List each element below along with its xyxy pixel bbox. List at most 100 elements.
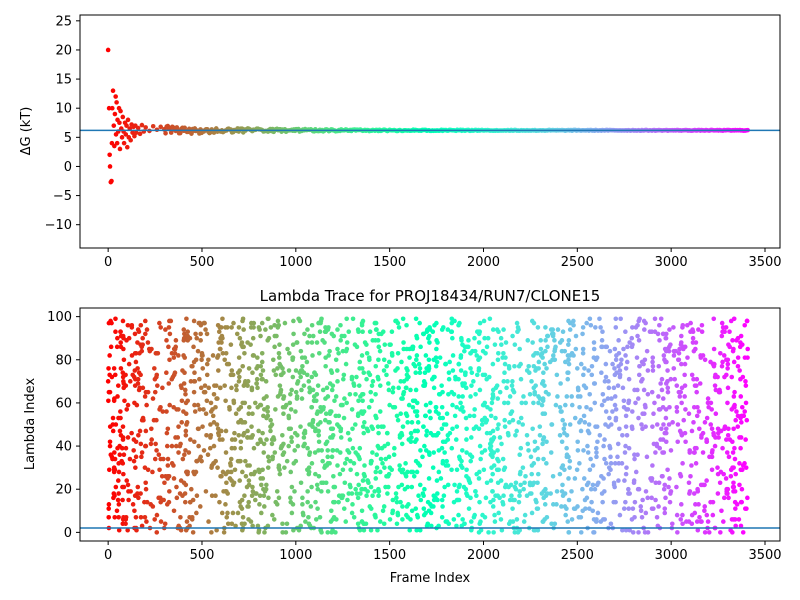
lambda-trace-point xyxy=(216,353,221,358)
lambda-trace-point xyxy=(541,456,546,462)
lambda-trace-point xyxy=(137,428,143,434)
lambda-trace-point xyxy=(593,519,599,524)
lambda-trace-point xyxy=(516,420,522,425)
lambda-trace-point xyxy=(533,497,538,503)
lambda-trace-point xyxy=(290,342,296,347)
lambda-trace-point xyxy=(294,396,300,401)
lambda-trace-point xyxy=(624,359,630,365)
lambda-trace-point xyxy=(327,348,332,354)
lambda-trace-point xyxy=(675,422,681,427)
lambda-trace-point xyxy=(686,480,692,486)
lambda-trace-point xyxy=(217,499,222,505)
lambda-trace-point xyxy=(241,344,246,350)
lambda-trace-point xyxy=(674,383,680,388)
lambda-trace-point xyxy=(266,495,271,501)
lambda-trace-point xyxy=(620,385,626,391)
lambda-trace-point xyxy=(590,508,596,514)
lambda-trace-point xyxy=(674,409,680,414)
lambda-trace-point xyxy=(370,450,375,455)
lambda-trace-point xyxy=(357,359,363,365)
lambda-trace-point xyxy=(191,344,196,350)
lambda-trace-point xyxy=(387,402,392,408)
lambda-trace-point xyxy=(355,452,360,458)
lambda-trace-point xyxy=(622,478,627,483)
lambda-trace-point xyxy=(185,329,191,335)
lambda-trace-point xyxy=(594,355,600,360)
delta-g-y-axis-label: ΔG (kT) xyxy=(19,107,34,156)
lambda-trace-point xyxy=(282,320,288,326)
lambda-trace-point xyxy=(564,445,569,451)
lambda-trace-point xyxy=(687,448,693,453)
lambda-trace-point xyxy=(236,407,242,412)
lambda-trace-point xyxy=(383,456,389,462)
lambda-trace-point xyxy=(674,404,680,410)
lambda-trace-point xyxy=(182,452,187,458)
lambda-trace-point xyxy=(559,465,565,470)
lambda-trace-point xyxy=(233,523,238,529)
lambda-trace-point xyxy=(449,316,455,322)
lambda-trace-point xyxy=(588,322,594,328)
lambda-trace-point xyxy=(342,480,348,486)
lambda-trace-point xyxy=(439,404,445,410)
lambda-trace-point xyxy=(109,320,114,326)
lambda-trace-point xyxy=(517,452,523,458)
lambda-trace-point xyxy=(697,426,702,432)
lambda-trace-point xyxy=(266,335,272,341)
lambda-trace-point xyxy=(731,394,737,399)
delta-g-point xyxy=(124,123,129,128)
lambda-trace-point xyxy=(236,432,242,438)
lambda-trace-point xyxy=(588,486,594,492)
lambda-trace-point xyxy=(512,484,518,490)
lambda-trace-point xyxy=(324,385,330,391)
lambda-trace-point xyxy=(517,346,523,352)
lambda-trace-point xyxy=(543,486,548,492)
lambda-trace-point xyxy=(393,491,399,496)
lambda-trace-point xyxy=(232,437,238,442)
lambda-trace-point xyxy=(173,443,179,449)
lambda-trace-point xyxy=(316,351,322,356)
lambda-trace-point xyxy=(405,368,410,373)
lambda-trace-point xyxy=(139,348,145,354)
lambda-trace-point xyxy=(177,443,183,449)
lambda-trace-point xyxy=(319,480,324,486)
lambda-trace-point xyxy=(480,372,486,378)
lambda-trace-point xyxy=(656,504,661,509)
delta-g-point xyxy=(123,132,129,137)
lambda-trace-point xyxy=(734,409,739,414)
lambda-trace-point xyxy=(140,385,146,391)
lambda-trace-point xyxy=(178,383,184,388)
lambda-trace-point xyxy=(564,506,569,511)
lambda-trace-point xyxy=(661,486,667,492)
lambda-trace-point xyxy=(277,355,282,360)
lambda-trace-point xyxy=(528,454,534,460)
lambda-trace-point xyxy=(182,355,188,360)
lambda-trace-point xyxy=(688,320,693,326)
lambda-trace-point xyxy=(638,504,644,509)
lambda-trace-point xyxy=(642,402,648,408)
lambda-trace-point xyxy=(720,359,725,365)
lambda-trace-point xyxy=(385,430,390,436)
lambda-trace-point xyxy=(372,489,377,494)
lambda-trace-point xyxy=(682,430,688,436)
lambda-trace-point xyxy=(649,329,655,335)
lambda-trace-point xyxy=(237,499,243,505)
lambda-trace-point xyxy=(360,398,365,404)
lambda-trace-point xyxy=(349,491,355,496)
lambda-trace-point xyxy=(571,353,576,358)
lambda-trace-point xyxy=(335,346,340,352)
lambda-trace-point xyxy=(354,374,359,380)
lambda-trace-point xyxy=(602,398,607,404)
lambda-trace-point xyxy=(390,510,395,516)
lambda-trace-point xyxy=(715,426,721,432)
lambda-trace-point xyxy=(355,495,361,501)
lambda-trace-point xyxy=(298,374,304,380)
lambda-trace-point xyxy=(235,510,241,516)
lambda-trace-point xyxy=(313,372,319,378)
lambda-trace-point xyxy=(440,458,446,464)
lambda-trace-point xyxy=(636,372,642,378)
lambda-trace-point xyxy=(184,519,190,524)
lambda-trace-point xyxy=(717,480,723,486)
lambda-trace-point xyxy=(640,497,645,503)
lambda-trace-point xyxy=(192,370,197,376)
lambda-trace-point xyxy=(106,506,112,511)
